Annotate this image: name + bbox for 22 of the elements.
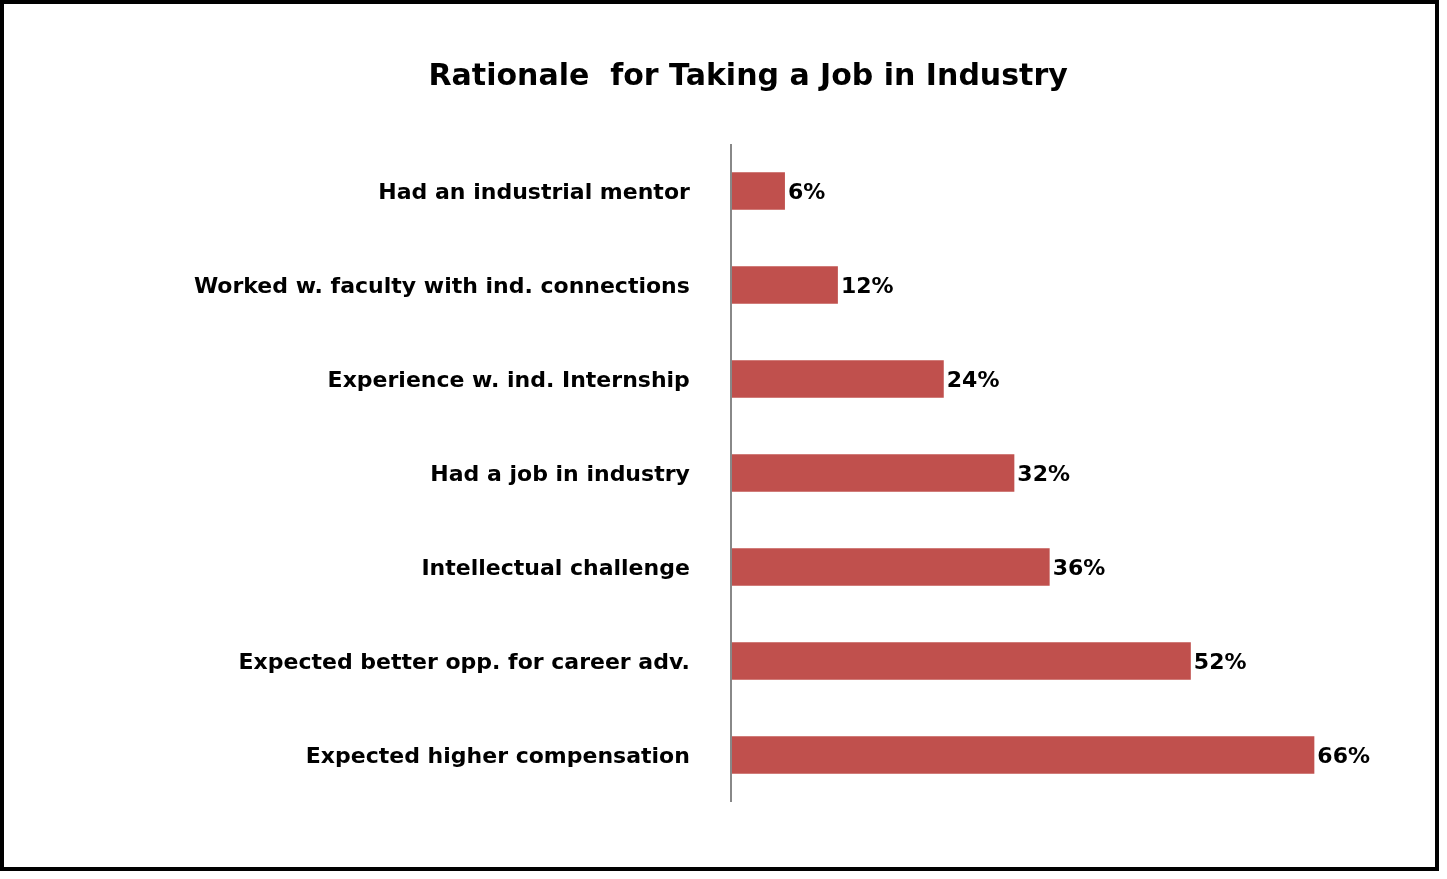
y-tick-label: Worked w. faculty with ind. connections <box>193 272 690 298</box>
data-label: 12% <box>840 272 894 298</box>
data-label: 52% <box>1193 648 1247 674</box>
data-label: 6% <box>787 178 826 204</box>
bar <box>732 548 1050 586</box>
bar <box>732 736 1315 774</box>
chart-title: Rationale for Taking a Job in Industry <box>428 57 1069 93</box>
bar <box>732 454 1015 492</box>
data-label: 66% <box>1317 742 1371 768</box>
bar <box>732 266 838 304</box>
y-tick-label: Had an industrial mentor <box>378 178 690 204</box>
y-tick-label: Intellectual challenge <box>421 554 690 580</box>
data-label: 24% <box>946 366 1000 392</box>
bar <box>732 172 785 210</box>
bar <box>732 360 944 398</box>
y-tick-label: Expected higher compensation <box>305 742 690 768</box>
y-tick-label: Experience w. ind. Internship <box>327 366 690 392</box>
data-label: 32% <box>1017 460 1071 486</box>
y-tick-label: Had a job in industry <box>430 460 690 486</box>
bar <box>732 642 1191 680</box>
data-label: 36% <box>1052 554 1106 580</box>
y-tick-label: Expected better opp. for career adv. <box>238 648 690 674</box>
